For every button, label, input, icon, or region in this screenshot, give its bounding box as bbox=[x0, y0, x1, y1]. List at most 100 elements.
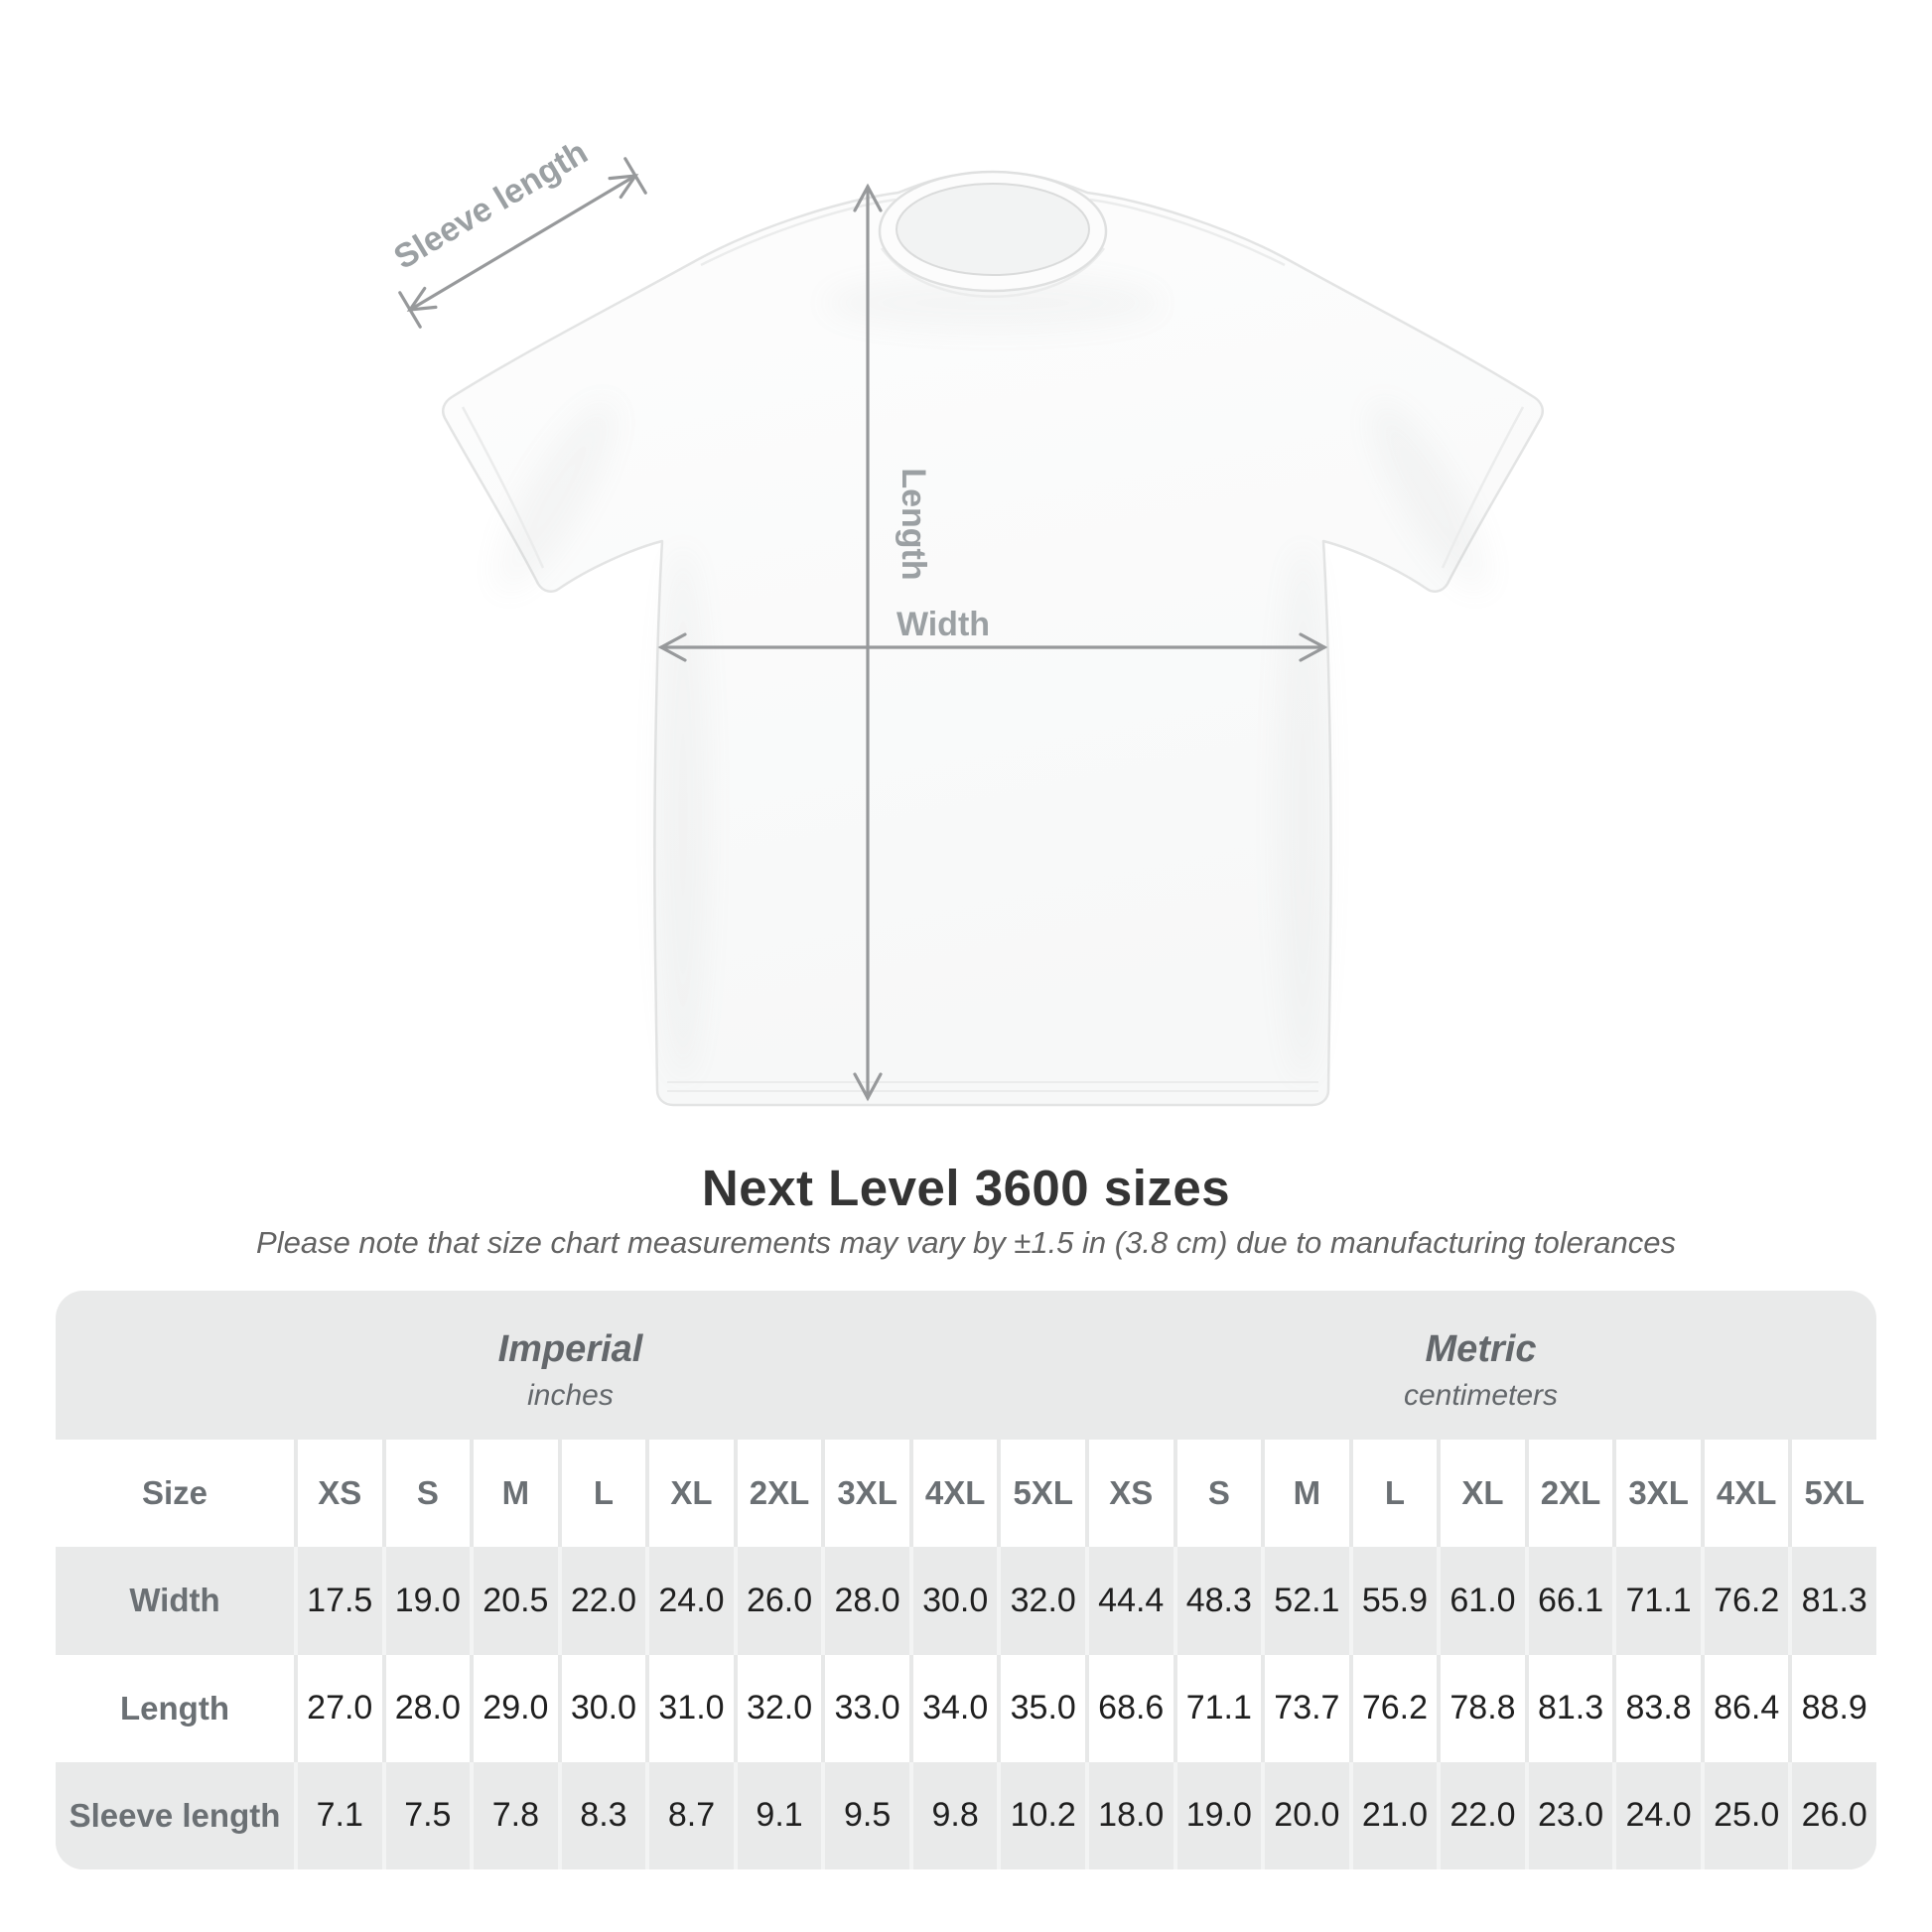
measurement-value-metric: 76.2 bbox=[1348, 1654, 1438, 1762]
size-header-metric-4xl: 4XL bbox=[1700, 1440, 1789, 1548]
page-title: Next Level 3600 sizes bbox=[701, 1160, 1231, 1216]
imperial-header: Imperial bbox=[497, 1327, 643, 1370]
measurement-value-metric: 25.0 bbox=[1700, 1761, 1789, 1869]
size-table-rows: Size XS S M L XL 2XL 3XL 4XL 5XL XS S M L XL 2XL 3XL 4XL 5… bbox=[56, 1440, 1876, 1869]
measurement-value-metric: 81.3 bbox=[1524, 1654, 1613, 1762]
row-label: Width bbox=[129, 1582, 220, 1619]
size-header-metric-l: L bbox=[1348, 1440, 1438, 1548]
measurement-value-metric: 19.0 bbox=[1173, 1761, 1262, 1869]
measurement-value-imperial: 20.5 bbox=[470, 1547, 558, 1655]
measurement-value-imperial: 30.0 bbox=[908, 1547, 998, 1655]
measurement-value-metric: 86.4 bbox=[1700, 1654, 1789, 1762]
measurement-value-metric: 23.0 bbox=[1524, 1761, 1613, 1869]
measurement-value-metric: 48.3 bbox=[1173, 1547, 1262, 1655]
collar bbox=[878, 170, 1108, 293]
shirt-body bbox=[442, 171, 1544, 1107]
measurement-value-imperial: 9.8 bbox=[908, 1761, 998, 1869]
measurement-value-imperial: 24.0 bbox=[645, 1547, 734, 1655]
size-header-imperial-s: S bbox=[381, 1440, 471, 1548]
measurement-value-imperial: 8.7 bbox=[645, 1761, 734, 1869]
size-header-imperial-2xl: 2XL bbox=[733, 1440, 822, 1548]
measurement-value-metric: 73.7 bbox=[1261, 1654, 1349, 1762]
collar-neck-opening bbox=[896, 183, 1090, 276]
size-header-imperial-xs: XS bbox=[294, 1440, 382, 1548]
metric-header: Metric bbox=[1425, 1327, 1537, 1370]
measurement-value-metric: 61.0 bbox=[1437, 1547, 1525, 1655]
measurement-value-imperial: 34.0 bbox=[908, 1654, 998, 1762]
measurement-value-metric: 88.9 bbox=[1788, 1654, 1876, 1762]
measurement-value-metric: 24.0 bbox=[1612, 1761, 1701, 1869]
width-label: Width bbox=[897, 606, 990, 643]
measurement-value-imperial: 33.0 bbox=[821, 1654, 909, 1762]
measurement-value-imperial: 26.0 bbox=[733, 1547, 822, 1655]
shirt-shading bbox=[495, 275, 1490, 1082]
length-label: Length bbox=[895, 468, 932, 580]
measurement-value-imperial: 7.8 bbox=[470, 1761, 558, 1869]
size-header-imperial-4xl: 4XL bbox=[908, 1440, 998, 1548]
measurement-value-imperial: 19.0 bbox=[381, 1547, 471, 1655]
measurement-value-metric: 71.1 bbox=[1173, 1654, 1262, 1762]
measurement-value-metric: 83.8 bbox=[1612, 1654, 1701, 1762]
size-header-imperial-l: L bbox=[557, 1440, 646, 1548]
width-arrow bbox=[657, 632, 1328, 662]
measurement-value-metric: 52.1 bbox=[1261, 1547, 1349, 1655]
measurement-value-imperial: 22.0 bbox=[557, 1547, 646, 1655]
measurement-value-imperial: 7.5 bbox=[381, 1761, 471, 1869]
measurement-value-imperial: 9.1 bbox=[733, 1761, 822, 1869]
metric-unit-group: Metric centimeters bbox=[1085, 1291, 1876, 1440]
measurement-value-metric: 22.0 bbox=[1437, 1761, 1525, 1869]
measurement-value-metric: 18.0 bbox=[1085, 1761, 1173, 1869]
measurement-value-metric: 55.9 bbox=[1348, 1547, 1438, 1655]
row-label: Sleeve length bbox=[69, 1796, 281, 1834]
size-header-imperial-xl: XL bbox=[645, 1440, 734, 1548]
measurement-value-metric: 68.6 bbox=[1085, 1654, 1173, 1762]
measurement-value-metric: 21.0 bbox=[1348, 1761, 1438, 1869]
measurement-value-metric: 26.0 bbox=[1788, 1761, 1876, 1869]
measurement-value-metric: 78.8 bbox=[1437, 1654, 1525, 1762]
size-header-metric-5xl: 5XL bbox=[1788, 1440, 1876, 1548]
measurement-value-imperial: 28.0 bbox=[821, 1547, 909, 1655]
measurement-value-imperial: 32.0 bbox=[997, 1547, 1085, 1655]
table-row-width: Width 17.5 19.0 20.5 22.0 24.0 26.0 28.0 30.0 32.… bbox=[56, 1547, 1876, 1655]
measurement-value-imperial: 32.0 bbox=[733, 1654, 822, 1762]
metric-unit-label: centimeters bbox=[1403, 1378, 1559, 1412]
measurement-value-imperial: 9.5 bbox=[821, 1761, 909, 1869]
measurement-value-metric: 71.1 bbox=[1612, 1547, 1701, 1655]
shirt-seams bbox=[461, 198, 1525, 1092]
measurement-value-metric: 66.1 bbox=[1524, 1547, 1613, 1655]
dimension-arrows bbox=[398, 157, 1328, 1102]
length-arrow bbox=[853, 183, 883, 1102]
size-column-header: Size bbox=[141, 1474, 208, 1512]
measurement-value-imperial: 8.3 bbox=[557, 1761, 646, 1869]
sleeve-length-arrow bbox=[398, 157, 647, 329]
measurement-value-metric: 76.2 bbox=[1700, 1547, 1789, 1655]
measurement-value-imperial: 27.0 bbox=[294, 1654, 382, 1762]
t-shirt-illustration: Sleeve length Length Width bbox=[387, 133, 1544, 1107]
size-header-row: Size XS S M L XL 2XL 3XL 4XL 5XL XS S M L XL 2XL 3XL 4XL 5… bbox=[56, 1440, 1876, 1548]
measurement-value-imperial: 17.5 bbox=[294, 1547, 382, 1655]
measurement-value-imperial: 29.0 bbox=[470, 1654, 558, 1762]
imperial-unit-label: inches bbox=[527, 1378, 614, 1412]
row-label: Length bbox=[120, 1689, 229, 1726]
measurement-value-metric: 81.3 bbox=[1788, 1547, 1876, 1655]
size-header-metric-2xl: 2XL bbox=[1524, 1440, 1613, 1548]
imperial-unit-group: Imperial inches bbox=[56, 1291, 1085, 1440]
size-header-metric-3xl: 3XL bbox=[1612, 1440, 1701, 1548]
measurement-value-imperial: 7.1 bbox=[294, 1761, 382, 1869]
size-header-metric-s: S bbox=[1173, 1440, 1262, 1548]
unit-header-band: Imperial inches Metric centimeters bbox=[56, 1291, 1876, 1440]
table-row-length: Length 27.0 28.0 29.0 30.0 31.0 32.0 33.0 34.0 35… bbox=[56, 1654, 1876, 1762]
size-table: Imperial inches Metric centimeters Size X… bbox=[56, 1291, 1876, 1869]
size-header-imperial-5xl: 5XL bbox=[997, 1440, 1085, 1548]
size-header-imperial-3xl: 3XL bbox=[821, 1440, 909, 1548]
size-header-metric-m: M bbox=[1261, 1440, 1349, 1548]
measurement-value-imperial: 30.0 bbox=[557, 1654, 646, 1762]
size-header-metric-xl: XL bbox=[1437, 1440, 1525, 1548]
measurement-value-imperial: 35.0 bbox=[997, 1654, 1085, 1762]
tolerance-note: Please note that size chart measurements… bbox=[256, 1225, 1676, 1260]
measurement-value-metric: 20.0 bbox=[1261, 1761, 1349, 1869]
measurement-value-imperial: 10.2 bbox=[997, 1761, 1085, 1869]
sleeve-length-label: Sleeve length bbox=[387, 133, 594, 277]
size-header-metric-xs: XS bbox=[1085, 1440, 1173, 1548]
